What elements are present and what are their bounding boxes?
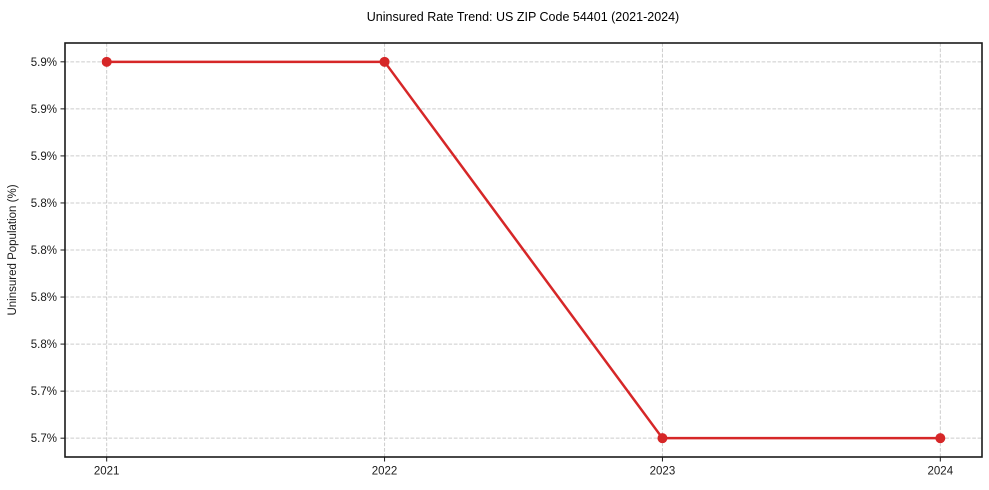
y-tick-label: 5.8% bbox=[31, 245, 57, 257]
x-tick-label: 2024 bbox=[928, 466, 954, 478]
y-tick-label: 5.9% bbox=[31, 151, 57, 163]
y-tick-label: 5.8% bbox=[31, 339, 57, 351]
trend-line bbox=[105, 60, 942, 440]
y-tick-label: 5.7% bbox=[31, 386, 57, 398]
x-tick-label: 2021 bbox=[94, 466, 120, 478]
chart-title: Uninsured Rate Trend: US ZIP Code 54401 … bbox=[367, 10, 679, 24]
gridlines bbox=[65, 43, 982, 457]
y-tick-label: 5.9% bbox=[31, 57, 57, 69]
y-tick-label: 5.8% bbox=[31, 292, 57, 304]
data-point bbox=[935, 433, 946, 444]
data-point bbox=[101, 56, 112, 67]
x-tick-label: 2022 bbox=[372, 466, 398, 478]
x-tick-label: 2023 bbox=[650, 466, 676, 478]
axis-ticks: 5.9% 5.9% 5.9% 5.8% 5.8% 5.8% 5.8% 5.7% 5.7% 2021… bbox=[31, 57, 954, 478]
data-series bbox=[101, 56, 946, 444]
y-tick-label: 5.7% bbox=[31, 433, 57, 445]
y-tick-label: 5.8% bbox=[31, 198, 57, 210]
y-tick-label: 5.9% bbox=[31, 104, 57, 116]
data-point bbox=[379, 56, 390, 67]
data-point bbox=[657, 433, 668, 444]
y-axis-label: Uninsured Population (%) bbox=[7, 184, 19, 315]
